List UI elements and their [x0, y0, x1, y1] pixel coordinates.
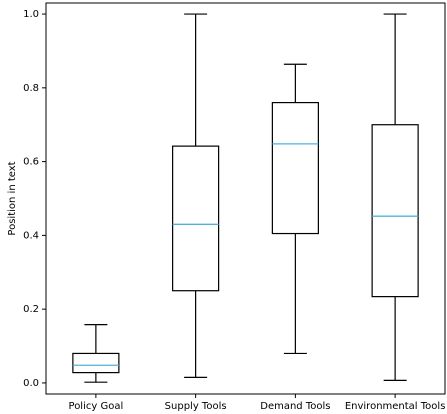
box-iqr — [371, 124, 419, 298]
plot-area — [45, 2, 446, 395]
y-tick-label: 0.0 — [23, 378, 39, 389]
box-iqr — [72, 352, 120, 374]
box-group — [371, 13, 419, 381]
boxes — [72, 13, 419, 383]
box-group — [72, 324, 120, 383]
box-group — [271, 63, 319, 355]
x-tick-label: Supply Tools — [165, 401, 227, 412]
x-axis: Policy Goal Supply Tools Demand Tools Envir… — [69, 394, 446, 412]
x-tick-label: Environmental Tools — [345, 401, 446, 412]
box-iqr — [172, 145, 220, 292]
box-group — [172, 13, 220, 379]
x-tick-label: Policy Goal — [69, 401, 124, 412]
y-tick-label: 0.2 — [23, 304, 39, 315]
y-tick-label: 1.0 — [23, 9, 39, 20]
y-axis: 0.0 0.2 0.4 0.6 0.8 1.0 — [23, 9, 46, 389]
y-tick-label: 0.4 — [23, 230, 39, 241]
y-tick-label: 0.6 — [23, 157, 39, 168]
y-axis-label: Position in text — [7, 161, 18, 235]
y-tick-label: 0.8 — [23, 83, 39, 94]
box-iqr — [271, 101, 319, 235]
x-tick-label: Demand Tools — [260, 401, 330, 412]
